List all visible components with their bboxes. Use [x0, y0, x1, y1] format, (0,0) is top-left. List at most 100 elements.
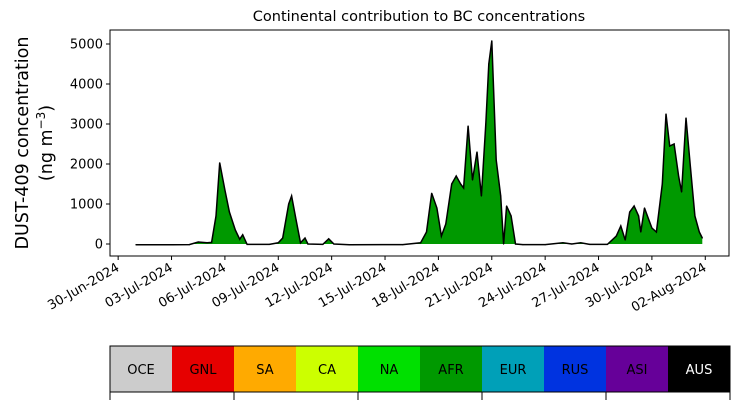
data-point: [420, 242, 422, 244]
data-point: [506, 205, 508, 207]
y-tick-label: 4000: [70, 78, 103, 93]
data-point: [333, 243, 335, 245]
data-point: [669, 145, 671, 147]
data-point: [239, 238, 241, 240]
plot-frame: [109, 29, 730, 257]
data-point: [689, 167, 692, 169]
data-point: [476, 151, 478, 153]
y-axis-label-line2: (ng m−3): [34, 105, 57, 181]
data-point: [655, 231, 658, 233]
data-point: [188, 244, 190, 246]
legend-swatch-na: [358, 346, 420, 392]
data-point: [206, 242, 208, 244]
data-point: [510, 215, 512, 217]
data-point: [234, 229, 236, 231]
y-tick-label: 0: [95, 238, 103, 253]
chart-title: Continental contribution to BC concentra…: [253, 9, 585, 25]
data-point: [678, 175, 680, 177]
data-point: [228, 211, 230, 213]
data-point: [685, 117, 687, 119]
legend-label-eur: EUR: [500, 363, 527, 378]
legend-label-afr: AFR: [438, 363, 463, 378]
data-point: [673, 143, 675, 145]
legend-swatch-asi: [606, 346, 668, 392]
data-point: [661, 183, 663, 185]
data-point: [651, 227, 653, 229]
legend-label-ca: CA: [318, 363, 336, 378]
data-point: [638, 215, 640, 217]
data-point: [480, 195, 482, 197]
data-point: [307, 243, 309, 245]
data-point: [211, 241, 213, 243]
data-point: [580, 242, 582, 244]
legend-label-gnl: GNL: [189, 363, 217, 378]
data-point: [288, 203, 290, 205]
data-point: [606, 243, 609, 245]
data-point: [624, 239, 626, 241]
data-point: [268, 243, 270, 245]
y-axis: 0 1000 2000 3000 4000 5000: [70, 38, 110, 253]
legend-colorbar: OCE GNL SA CA NA AFR EUR RUS ASI AUS: [109, 345, 731, 400]
legend-swatch-ca: [296, 346, 358, 392]
legend-swatch-afr: [420, 346, 482, 392]
data-point: [471, 179, 474, 181]
data-point: [425, 231, 428, 233]
data-point: [633, 205, 635, 207]
data-point: [246, 243, 248, 245]
data-point: [170, 244, 173, 246]
y-axis-label: DUST-409 concentration (ng m−3): [13, 37, 57, 250]
data-point: [544, 244, 546, 246]
data-point: [322, 243, 324, 245]
data-point: [571, 243, 573, 245]
data-point: [640, 231, 642, 233]
data-point: [698, 231, 700, 233]
legend-swatch-oce: [110, 346, 172, 392]
data-point: [665, 113, 667, 115]
legend-label-na: NA: [380, 363, 399, 378]
legend-label-aus: AUS: [686, 363, 713, 378]
data-point: [681, 191, 683, 193]
y-tick-label: 1000: [70, 198, 103, 213]
legend-frame: [109, 345, 731, 393]
data-point: [643, 207, 646, 209]
data-point: [348, 244, 350, 246]
legend-swatch-aus: [668, 346, 730, 392]
data-point: [328, 238, 330, 240]
data-point: [219, 162, 221, 164]
data-point: [440, 235, 442, 237]
data-point: [620, 225, 622, 227]
data-point: [402, 244, 404, 246]
series-area-afr: [135, 40, 703, 245]
legend-swatch-sa: [234, 346, 296, 392]
legend-label-oce: OCE: [127, 363, 155, 378]
data-point: [615, 235, 617, 237]
data-point: [488, 63, 490, 65]
legend-swatch-rus: [544, 346, 606, 392]
total-line: [135, 40, 703, 246]
data-point: [197, 241, 199, 243]
data-point: [291, 195, 293, 197]
data-point: [215, 215, 217, 217]
data-point: [491, 40, 493, 42]
legend-label-sa: SA: [256, 363, 273, 378]
y-tick-label: 3000: [70, 118, 103, 133]
data-point: [436, 207, 438, 209]
legend-label-rus: RUS: [562, 363, 589, 378]
data-point: [648, 219, 650, 221]
data-point: [460, 183, 462, 185]
data-point: [522, 244, 524, 246]
data-point: [277, 242, 279, 244]
plot-area: [135, 40, 703, 246]
data-point: [135, 244, 137, 246]
data-point: [431, 192, 433, 194]
data-point: [562, 242, 564, 244]
data-point: [304, 237, 306, 239]
data-point: [451, 183, 453, 185]
data-point: [295, 219, 297, 221]
data-point: [455, 175, 457, 177]
data-point: [485, 123, 487, 125]
data-point: [629, 211, 631, 213]
y-tick-label: 5000: [70, 38, 103, 53]
